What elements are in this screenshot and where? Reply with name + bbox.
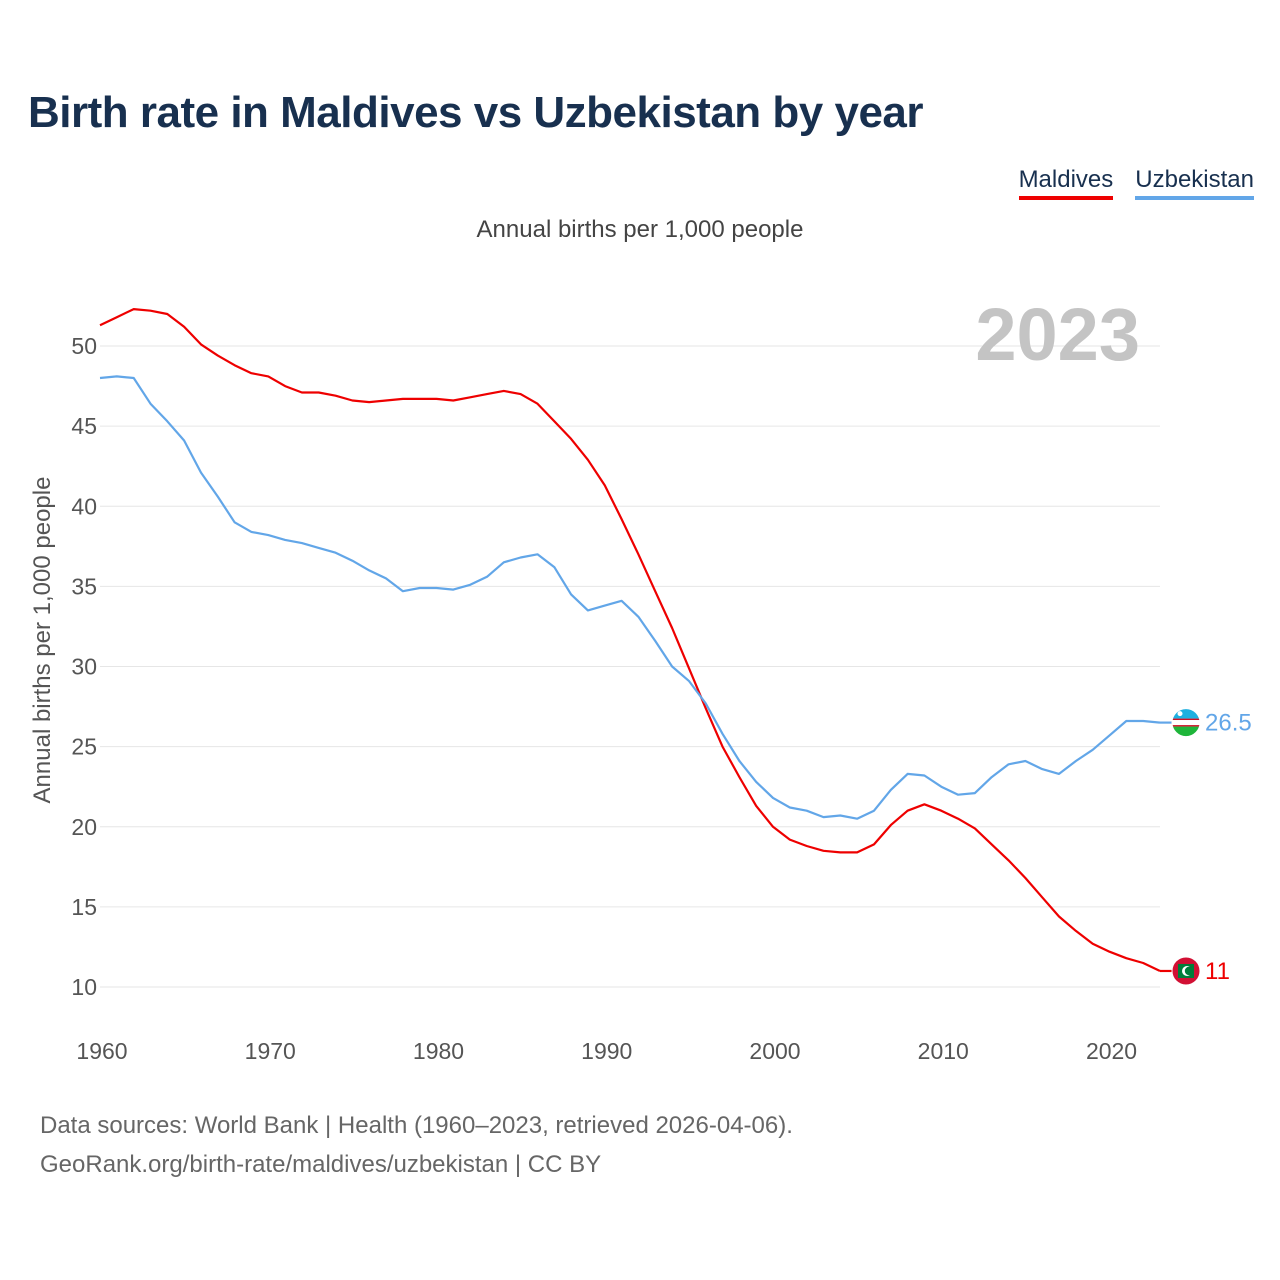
y-tick-30: 30 [71,654,97,680]
end-label-maldives: 11 [1205,958,1230,985]
x-tick-1960: 1960 [76,1038,127,1064]
footer: Data sources: World Bank | Health (1960–… [40,1106,793,1184]
series-line-uzbekistan [99,375,1161,820]
series-lines [99,308,1161,972]
x-tick-2020: 2020 [1086,1038,1137,1064]
y-tick-20: 20 [71,814,97,840]
series-end-markers: 11 26.5 [1160,708,1252,986]
year-watermark: 2023 [975,293,1140,376]
y-tick-40: 40 [71,493,97,519]
grid-lines [100,345,1160,988]
x-tick-1980: 1980 [413,1038,464,1064]
y-axis-ticks: 10 15 20 25 30 35 40 45 50 [71,333,97,1000]
chart-title: Birth rate in Maldives vs Uzbekistan by … [28,88,924,137]
chart-subtitle: Annual births per 1,000 people [476,216,804,243]
flag-icon-uzbekistan [1171,708,1201,738]
y-tick-50: 50 [71,333,97,359]
x-tick-1990: 1990 [581,1038,632,1064]
y-tick-25: 25 [71,734,97,760]
legend-item-uzbekistan[interactable]: Uzbekistan [1135,166,1254,200]
y-axis-label: Annual births per 1,000 people [29,477,56,804]
y-tick-10: 10 [71,974,97,1000]
line-chart: 2023 10 15 20 25 30 35 40 45 50 1960 1970 1980 1990… [29,293,1252,1064]
y-tick-15: 15 [71,894,97,920]
y-tick-45: 45 [71,413,97,439]
footer-source: Data sources: World Bank | Health (1960–… [40,1112,793,1139]
footer-link[interactable]: GeoRank.org/birth-rate/maldives/uzbekist… [40,1151,602,1178]
x-tick-2010: 2010 [918,1038,969,1064]
legend: Maldives Uzbekistan [1018,166,1254,200]
x-tick-1970: 1970 [245,1038,296,1064]
flag-icon-maldives [1171,956,1201,986]
x-tick-2000: 2000 [749,1038,800,1064]
end-label-uzbekistan: 26.5 [1205,710,1252,737]
x-axis-ticks: 1960 1970 1980 1990 2000 2010 2020 [76,1038,1137,1064]
series-line-maldives [99,308,1161,972]
legend-item-maldives[interactable]: Maldives [1018,166,1114,200]
y-tick-35: 35 [71,573,97,599]
